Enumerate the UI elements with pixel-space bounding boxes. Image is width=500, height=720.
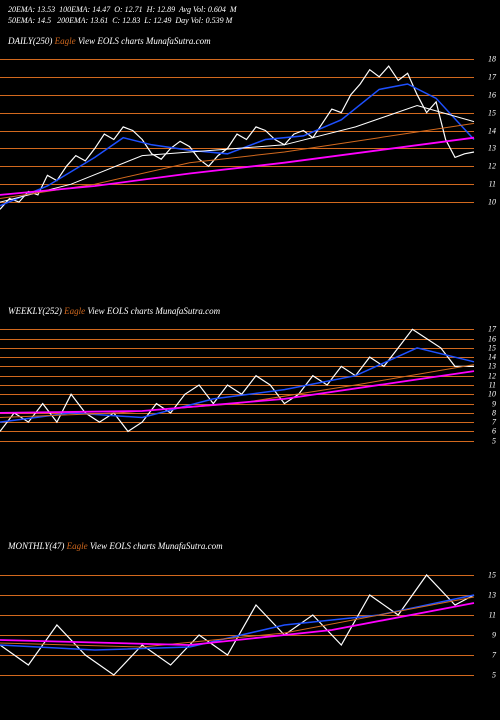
y-tick-label: 14 xyxy=(488,353,496,362)
y-tick-label: 13 xyxy=(488,144,496,153)
y-tick-label: 7 xyxy=(492,651,496,660)
y-tick-label: 15 xyxy=(488,108,496,117)
y-tick-label: 17 xyxy=(488,72,496,81)
y-tick-label: 17 xyxy=(488,325,496,334)
y-tick-label: 12 xyxy=(488,371,496,380)
y-tick-label: 14 xyxy=(488,126,496,135)
monthly-series-svg xyxy=(0,555,474,685)
header-stats: 20EMA: 13.53 100EMA: 14.47 O: 12.71 H: 1… xyxy=(8,4,237,26)
y-tick-label: 11 xyxy=(489,611,496,620)
series-ema200 xyxy=(0,371,474,413)
y-tick-label: 15 xyxy=(488,571,496,580)
y-tick-label: 11 xyxy=(489,180,496,189)
daily-chart: DAILY(250) Eagle View EOLS charts Munafa… xyxy=(0,50,500,220)
y-tick-label: 11 xyxy=(489,381,496,390)
y-tick-label: 12 xyxy=(488,162,496,171)
title-prefix: DAILY(250) xyxy=(8,36,55,46)
daily-series-svg xyxy=(0,50,474,220)
monthly-chart-title: MONTHLY(47) Eagle View EOLS charts Munaf… xyxy=(8,541,223,551)
y-tick-label: 16 xyxy=(488,334,496,343)
title-suffix: View EOLS charts MunafaSutra.com xyxy=(85,306,220,316)
weekly-plot-area xyxy=(0,320,474,450)
series-price xyxy=(0,329,474,431)
daily-chart-title: DAILY(250) Eagle View EOLS charts Munafa… xyxy=(8,36,211,46)
y-tick-label: 16 xyxy=(488,90,496,99)
y-tick-label: 8 xyxy=(492,408,496,417)
weekly-chart: WEEKLY(252) Eagle View EOLS charts Munaf… xyxy=(0,320,500,450)
y-tick-label: 13 xyxy=(488,591,496,600)
weekly-series-svg xyxy=(0,320,474,450)
y-tick-label: 5 xyxy=(492,436,496,445)
title-eagle: Eagle xyxy=(64,306,85,316)
series-price xyxy=(0,575,474,675)
title-prefix: WEEKLY(252) xyxy=(8,306,64,316)
y-tick-label: 9 xyxy=(492,631,496,640)
y-tick-label: 15 xyxy=(488,343,496,352)
title-eagle: Eagle xyxy=(67,541,88,551)
y-tick-label: 10 xyxy=(488,390,496,399)
series-ema20 xyxy=(0,348,474,422)
y-tick-label: 5 xyxy=(492,671,496,680)
stats-row-2: 50EMA: 14.5 200EMA: 13.61 C: 12.83 L: 12… xyxy=(8,15,237,26)
monthly-plot-area xyxy=(0,555,474,685)
monthly-chart: MONTHLY(47) Eagle View EOLS charts Munaf… xyxy=(0,555,500,685)
stats-row-1: 20EMA: 13.53 100EMA: 14.47 O: 12.71 H: 1… xyxy=(8,4,237,15)
y-tick-label: 7 xyxy=(492,418,496,427)
title-suffix: View EOLS charts MunafaSutra.com xyxy=(76,36,211,46)
title-eagle: Eagle xyxy=(55,36,76,46)
daily-plot-area xyxy=(0,50,474,220)
monthly-y-axis: 5 7 9 11 13 15 xyxy=(476,555,500,685)
y-tick-label: 18 xyxy=(488,54,496,63)
y-tick-label: 6 xyxy=(492,427,496,436)
title-suffix: View EOLS charts MunafaSutra.com xyxy=(88,541,223,551)
weekly-chart-title: WEEKLY(252) Eagle View EOLS charts Munaf… xyxy=(8,306,220,316)
daily-y-axis: 10 11 12 13 14 15 16 17 18 xyxy=(476,50,500,220)
title-prefix: MONTHLY(47) xyxy=(8,541,67,551)
y-tick-label: 10 xyxy=(488,198,496,207)
weekly-y-axis: 567891011121314151617 xyxy=(476,320,500,450)
series-ema200 xyxy=(0,138,474,195)
y-tick-label: 9 xyxy=(492,399,496,408)
y-tick-label: 13 xyxy=(488,362,496,371)
